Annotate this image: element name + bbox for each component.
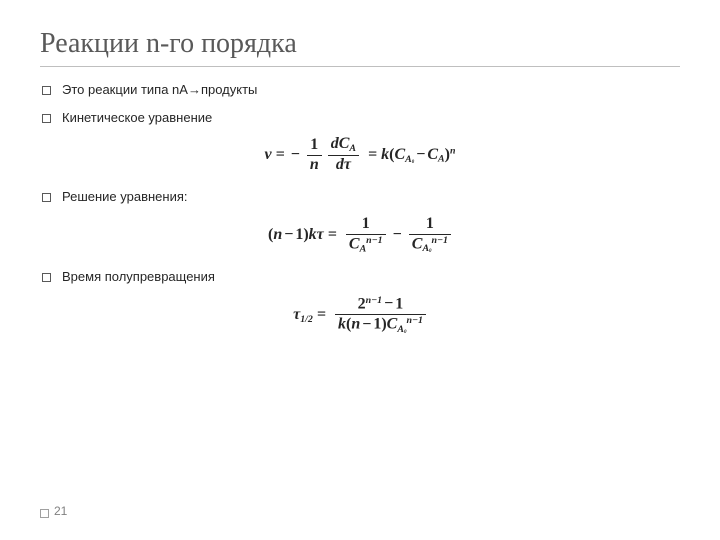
list-item: Решение уравнения: <box>40 188 680 206</box>
list-item: Кинетическое уравнение <box>40 109 680 127</box>
equation-kinetic: v = − 1n dCAdτ = k(CA0−CA)n <box>40 136 680 174</box>
slide-title: Реакции n-го порядка <box>40 28 680 67</box>
list-item: Время полупревращения <box>40 268 680 286</box>
list-item: Это реакции типа nA→продукты <box>40 81 680 99</box>
bullet-list: Это реакции типа nA→продукты Кинетическо… <box>40 81 680 126</box>
page-number: 21 <box>54 504 67 518</box>
equation-solution: (n−1)kτ = 1CAn−1 − 1CA0n−1 <box>40 216 680 255</box>
bullet-list: Время полупревращения <box>40 268 680 286</box>
equation-halflife: τ1/2 = 2n−1−1 k(n−1)CA0n−1 <box>40 296 680 335</box>
slide: Реакции n-го порядка Это реакции типа nA… <box>0 0 720 540</box>
bullet-list: Решение уравнения: <box>40 188 680 206</box>
